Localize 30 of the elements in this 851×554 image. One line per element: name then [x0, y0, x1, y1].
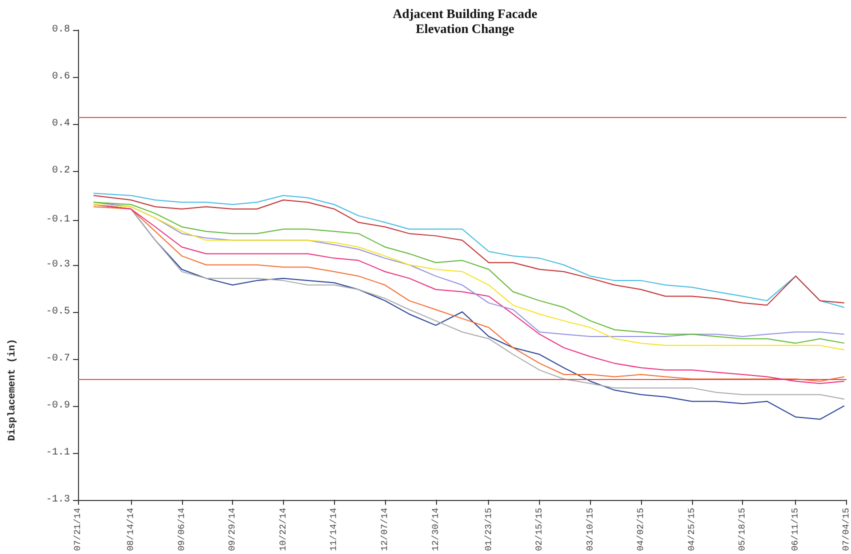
- y-tick-label: -1.3: [46, 494, 70, 506]
- x-tick-label: 02/15/15: [534, 508, 545, 552]
- x-tick-label: 09/29/14: [228, 508, 238, 552]
- x-tick-label: 12/30/14: [430, 508, 441, 552]
- x-tick-label: 04/25/15: [686, 508, 697, 552]
- y-axis-title: Displacement (in): [6, 338, 18, 441]
- y-tick-label: -0.5: [46, 306, 70, 318]
- x-tick-label: 06/11/15: [790, 508, 801, 552]
- x-tick-label: 09/06/14: [176, 508, 187, 552]
- y-tick-label: -0.1: [46, 214, 70, 226]
- y-tick-label: -0.7: [46, 353, 70, 364]
- x-tick-label: 10/22/14: [278, 508, 288, 552]
- x-tick-label: 03/10/15: [585, 508, 596, 552]
- chart-subtitle: Elevation Change: [416, 21, 515, 36]
- y-tick-label: 0.4: [52, 118, 70, 130]
- chart-title: Adjacent Building Facade: [392, 6, 538, 21]
- x-tick-label: 07/21/14: [73, 508, 83, 552]
- y-tick-label: 0.8: [52, 24, 70, 36]
- x-tick-label: 11/14/14: [329, 508, 340, 552]
- y-tick-label: 0.6: [52, 71, 70, 82]
- x-tick-label: 05/18/15: [738, 508, 748, 552]
- x-tick-label: 04/02/15: [636, 508, 646, 552]
- y-tick-label: -0.9: [46, 400, 70, 412]
- x-tick-label: 07/04/15: [842, 508, 851, 552]
- x-tick-label: 01/23/15: [484, 508, 494, 552]
- y-tick-label: -1.1: [46, 447, 70, 458]
- y-tick-label: 0.2: [52, 165, 70, 176]
- y-tick-label: -0.3: [46, 259, 70, 270]
- x-tick-label: 12/07/14: [380, 508, 390, 552]
- x-tick-label: 08/14/14: [126, 508, 136, 552]
